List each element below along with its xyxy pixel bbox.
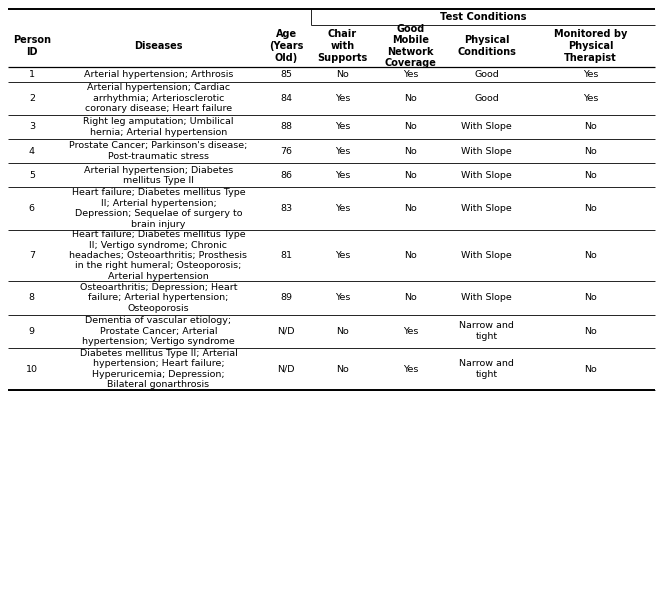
Text: Test Conditions: Test Conditions — [440, 12, 526, 22]
Text: With Slope: With Slope — [461, 293, 512, 302]
Text: Narrow and
tight: Narrow and tight — [459, 322, 514, 341]
Text: 89: 89 — [280, 293, 292, 302]
Text: Yes: Yes — [335, 293, 350, 302]
Text: Narrow and
tight: Narrow and tight — [459, 359, 514, 379]
Text: Arterial hypertension; Cardiac
arrhythmia; Arteriosclerotic
coronary disease; He: Arterial hypertension; Cardiac arrhythmi… — [85, 83, 232, 113]
Text: No: No — [404, 147, 417, 155]
Text: Dementia of vascular etiology;
Prostate Cancer; Arterial
hypertension; Vertigo s: Dementia of vascular etiology; Prostate … — [82, 316, 235, 346]
Text: Yes: Yes — [335, 94, 350, 102]
Text: Yes: Yes — [335, 171, 350, 180]
Text: 8: 8 — [29, 293, 35, 302]
Text: Yes: Yes — [402, 365, 418, 373]
Text: With Slope: With Slope — [461, 147, 512, 155]
Text: No: No — [584, 365, 597, 373]
Text: Diseases: Diseases — [134, 41, 183, 51]
Text: Heart failure; Diabetes mellitus Type
II; Arterial hypertension;
Depression; Seq: Heart failure; Diabetes mellitus Type II… — [72, 188, 245, 229]
Text: 5: 5 — [29, 171, 35, 180]
Text: Yes: Yes — [402, 327, 418, 336]
Text: No: No — [584, 204, 597, 213]
Text: Diabetes mellitus Type II; Arterial
hypertension; Heart failure;
Hyperuricemia; : Diabetes mellitus Type II; Arterial hype… — [80, 349, 237, 389]
Text: 84: 84 — [280, 94, 292, 102]
Text: No: No — [336, 327, 349, 336]
Text: No: No — [584, 251, 597, 260]
Text: Monitored by
Physical
Therapist: Monitored by Physical Therapist — [554, 29, 627, 62]
Text: No: No — [584, 293, 597, 302]
Text: With Slope: With Slope — [461, 204, 512, 213]
Text: With Slope: With Slope — [461, 251, 512, 260]
Text: No: No — [404, 94, 417, 102]
Text: Yes: Yes — [335, 147, 350, 155]
Text: Arterial hypertension; Diabetes
mellitus Type II: Arterial hypertension; Diabetes mellitus… — [84, 166, 233, 185]
Text: Person
ID: Person ID — [13, 35, 51, 57]
Text: With Slope: With Slope — [461, 123, 512, 131]
Text: 3: 3 — [29, 123, 35, 131]
Text: No: No — [336, 70, 349, 78]
Text: 6: 6 — [29, 204, 35, 213]
Text: 88: 88 — [280, 123, 292, 131]
Text: Good
Mobile
Network
Coverage: Good Mobile Network Coverage — [385, 24, 436, 68]
Text: No: No — [584, 327, 597, 336]
Text: 4: 4 — [29, 147, 35, 155]
Text: 2: 2 — [29, 94, 35, 102]
Text: Osteoarthritis; Depression; Heart
failure; Arterial hypertension;
Osteoporosis: Osteoarthritis; Depression; Heart failur… — [80, 283, 237, 313]
Text: 83: 83 — [280, 204, 292, 213]
Text: 81: 81 — [280, 251, 292, 260]
Text: Right leg amputation; Umbilical
hernia; Arterial hypertension: Right leg amputation; Umbilical hernia; … — [84, 117, 233, 137]
Text: 85: 85 — [280, 70, 292, 78]
Text: Yes: Yes — [583, 94, 599, 102]
Text: 10: 10 — [26, 365, 38, 373]
Text: Age
(Years
Old): Age (Years Old) — [269, 29, 303, 62]
Text: No: No — [404, 204, 417, 213]
Text: Chair
with
Supports: Chair with Supports — [318, 29, 367, 62]
Text: Prostate Cancer; Parkinson's disease;
Post-traumatic stress: Prostate Cancer; Parkinson's disease; Po… — [69, 141, 248, 161]
Text: No: No — [404, 171, 417, 180]
Text: No: No — [404, 123, 417, 131]
Text: Arterial hypertension; Arthrosis: Arterial hypertension; Arthrosis — [84, 70, 233, 78]
Text: No: No — [404, 293, 417, 302]
Text: No: No — [584, 147, 597, 155]
Text: Physical
Conditions: Physical Conditions — [457, 35, 516, 57]
Text: No: No — [584, 171, 597, 180]
Text: 1: 1 — [29, 70, 35, 78]
Text: No: No — [584, 123, 597, 131]
Text: 76: 76 — [280, 147, 292, 155]
Text: No: No — [336, 365, 349, 373]
Text: Yes: Yes — [402, 70, 418, 78]
Text: N/D: N/D — [277, 327, 295, 336]
Text: Yes: Yes — [335, 251, 350, 260]
Text: With Slope: With Slope — [461, 171, 512, 180]
Text: Good: Good — [474, 94, 499, 102]
Text: No: No — [404, 251, 417, 260]
Text: Yes: Yes — [583, 70, 599, 78]
Text: 9: 9 — [29, 327, 35, 336]
Text: Heart failure; Diabetes mellitus Type
II; Vertigo syndrome; Chronic
headaches; O: Heart failure; Diabetes mellitus Type II… — [70, 230, 247, 281]
Text: N/D: N/D — [277, 365, 295, 373]
Text: 86: 86 — [280, 171, 292, 180]
Text: Yes: Yes — [335, 123, 350, 131]
Text: Yes: Yes — [335, 204, 350, 213]
Text: Good: Good — [474, 70, 499, 78]
Text: 7: 7 — [29, 251, 35, 260]
